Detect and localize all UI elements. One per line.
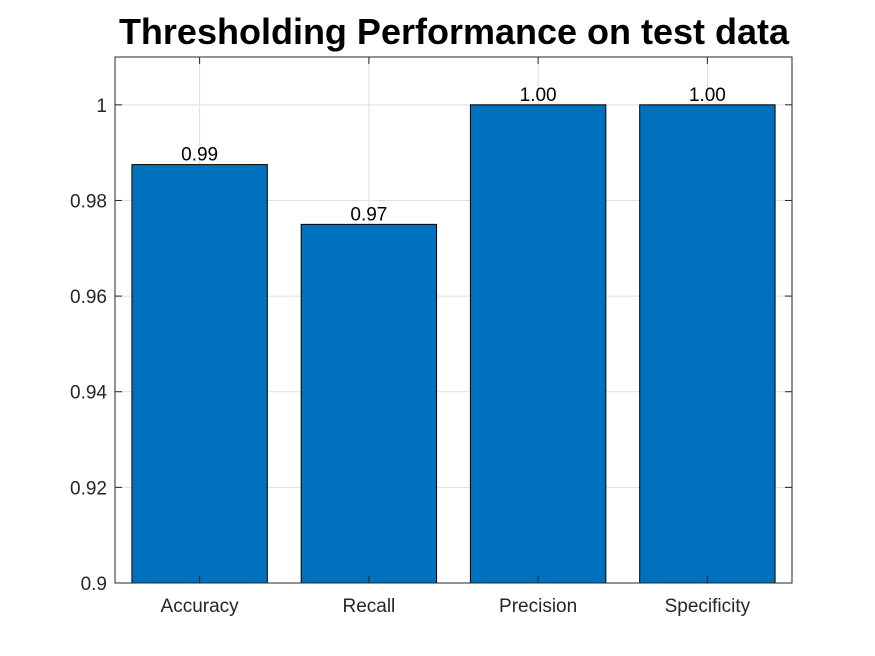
bar-accuracy bbox=[131, 164, 268, 584]
bar-specificity bbox=[639, 104, 776, 584]
x-tick-label: Recall bbox=[342, 596, 395, 617]
data-label: 1.00 bbox=[520, 85, 557, 106]
y-tick-label: 0.96 bbox=[70, 287, 107, 308]
axes: 0.9 0.92 0.94 0.96 0.98 1 Accuracy Recall Precis… bbox=[70, 56, 793, 617]
x-tick-label: Precision bbox=[499, 596, 577, 617]
x-tick-label: Specificity bbox=[665, 596, 751, 617]
axes-box bbox=[114, 56, 793, 584]
data-label: 1.00 bbox=[689, 85, 726, 106]
y-tick-label: 0.94 bbox=[70, 383, 107, 404]
y-tick-label: 0.9 bbox=[81, 574, 107, 595]
bar-precision bbox=[469, 104, 607, 584]
data-label: 0.99 bbox=[181, 145, 218, 166]
bar-recall bbox=[300, 223, 438, 584]
y-tick-label: 0.98 bbox=[70, 191, 107, 212]
y-tick-label: 1 bbox=[96, 96, 107, 117]
bars bbox=[131, 104, 776, 584]
data-label: 0.97 bbox=[350, 204, 387, 225]
y-tick-label: 0.92 bbox=[70, 478, 107, 499]
chart-title: Thresholding Performance on test data bbox=[119, 11, 790, 52]
x-tick-label: Accuracy bbox=[161, 596, 240, 617]
data-labels: 0.99 0.97 1.00 1.00 bbox=[181, 85, 726, 226]
